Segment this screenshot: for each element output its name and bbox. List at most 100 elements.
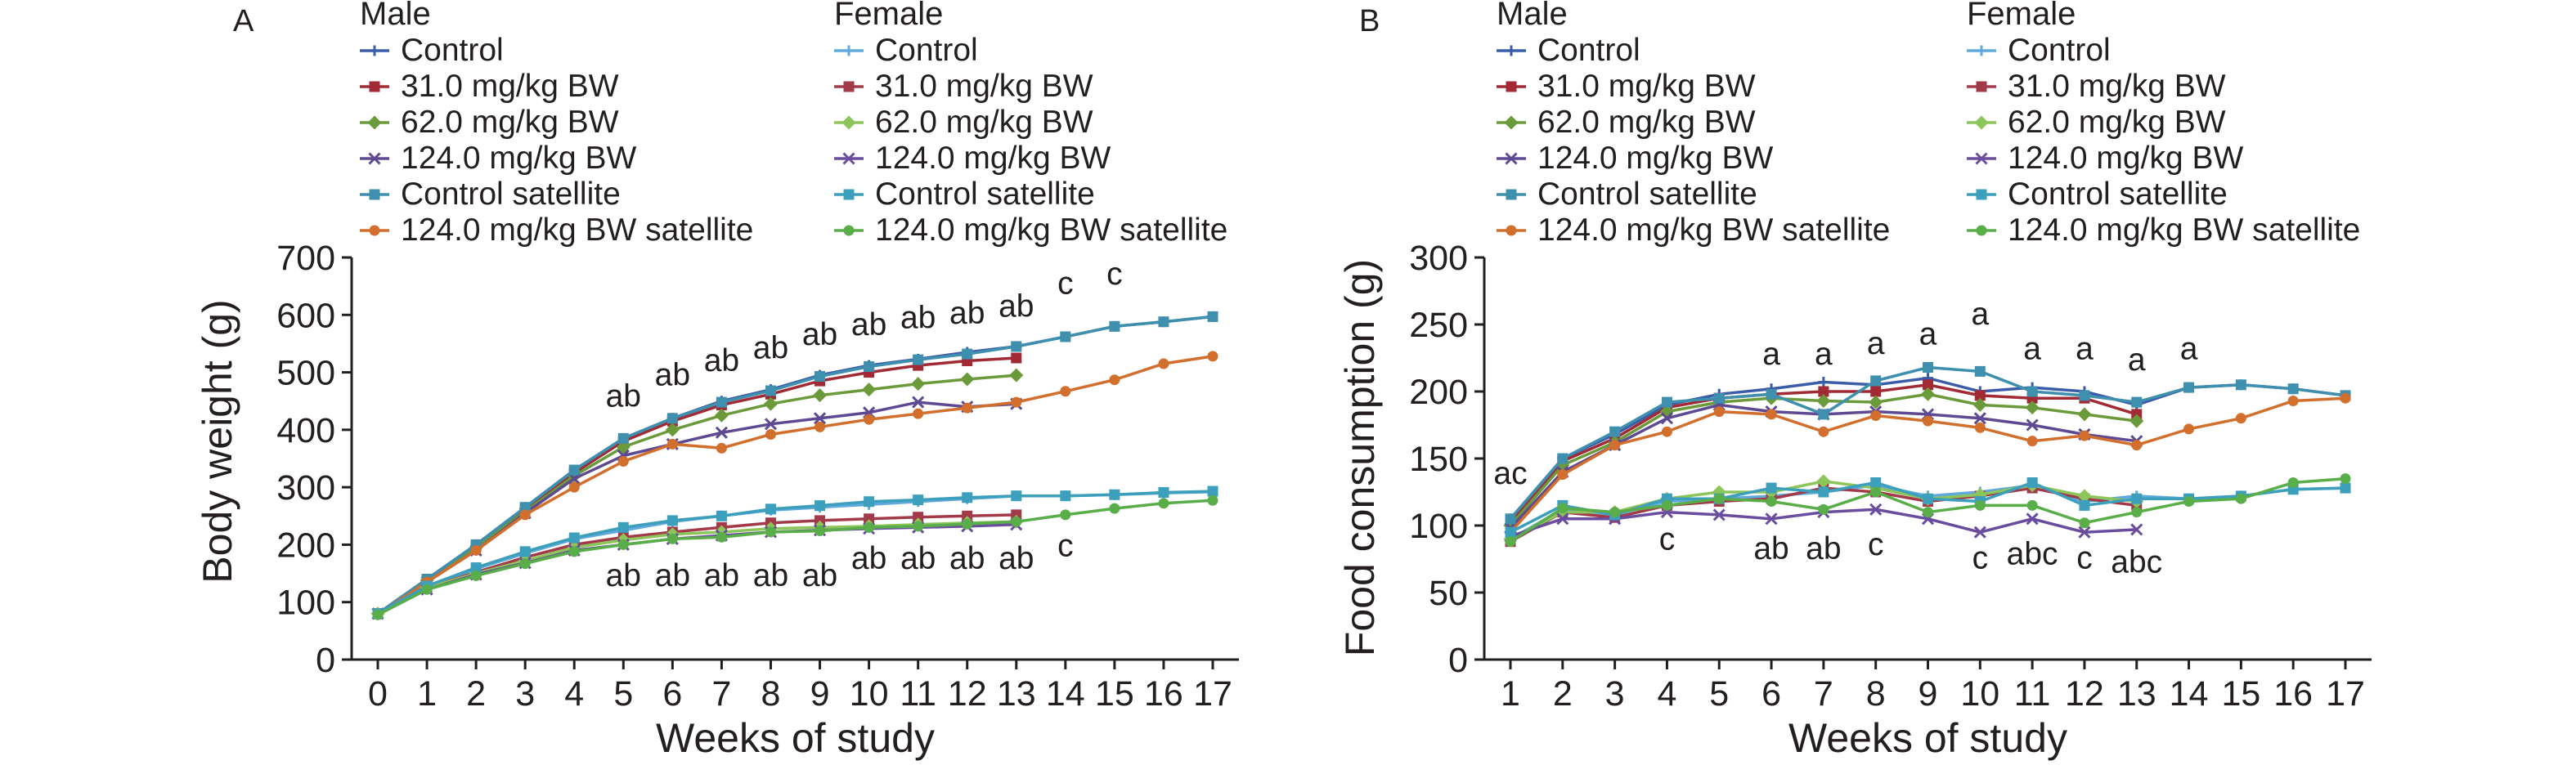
data-point [1557, 453, 1568, 464]
data-point [960, 372, 975, 387]
legend-marker [1506, 225, 1517, 236]
data-point [765, 526, 776, 538]
data-point [913, 521, 924, 532]
y-tick-label: 250 [1409, 306, 1468, 345]
data-point [617, 521, 629, 533]
data-point [1974, 422, 1986, 433]
significance-label: c [1659, 522, 1676, 557]
data-point [1713, 493, 1725, 504]
data-point [912, 396, 925, 409]
y-tick-label: 0 [1448, 641, 1468, 680]
x-tick-label: 16 [2273, 674, 2313, 714]
data-point [1923, 493, 1933, 504]
data-point [470, 570, 482, 581]
data-point [2287, 477, 2299, 489]
legend-entry: 124.0 mg/kg BW [1537, 141, 1773, 176]
data-point [568, 464, 580, 476]
legend-marker [842, 152, 855, 165]
data-point [864, 361, 875, 373]
y-tick-label: 500 [276, 354, 335, 393]
series-male-1 [372, 352, 1022, 620]
data-point [2131, 396, 2143, 408]
data-point [1011, 516, 1022, 527]
data-point [962, 402, 973, 414]
data-point [617, 539, 629, 550]
series-line [377, 513, 1016, 615]
data-point [2079, 517, 2090, 529]
data-point [1109, 503, 1120, 514]
legend-marker [369, 225, 380, 236]
data-point [2079, 430, 2090, 441]
legend-marker [1974, 115, 1989, 130]
x-tick-label: 11 [900, 674, 936, 714]
significance-label: ab [704, 558, 739, 593]
data-point [2131, 493, 2143, 504]
significance-label: c [1106, 257, 1123, 292]
data-point [470, 544, 482, 556]
data-point [1870, 477, 1882, 489]
data-point [913, 512, 924, 523]
data-point [2131, 507, 2143, 518]
legend-group-title: Female [1967, 0, 2076, 32]
data-point [1060, 331, 1071, 342]
x-tick-label: 2 [1553, 674, 1573, 714]
data-point [1870, 375, 1882, 387]
legend-marker [1504, 115, 1519, 130]
legend-marker [843, 81, 855, 92]
legend-entry: 31.0 mg/kg BW [1537, 69, 1756, 104]
legend-entry: 62.0 mg/kg BW [875, 105, 1093, 140]
legend-marker [1505, 152, 1518, 165]
data-point [568, 532, 580, 544]
data-point [1011, 396, 1022, 408]
x-tick-label: 5 [1709, 674, 1729, 714]
x-tick-label: 16 [1144, 674, 1183, 714]
data-point [1661, 426, 1672, 437]
data-point [716, 442, 727, 454]
series-male-4 [372, 311, 1218, 620]
data-point [1923, 415, 1933, 427]
significance-label: ab [606, 558, 641, 593]
data-point [519, 546, 531, 557]
data-point [1713, 406, 1725, 418]
legend-entry: 124.0 mg/kg BW satellite [2008, 213, 2360, 248]
significance-label: c [1057, 528, 1074, 563]
legend-group-title: Male [1497, 0, 1568, 32]
legend-entry: Control satellite [2008, 177, 2228, 212]
y-tick-label: 300 [276, 468, 335, 508]
data-point [765, 428, 776, 440]
significance-label: ab [802, 317, 837, 352]
legend-marker [1976, 225, 1987, 236]
legend-marker [1506, 45, 1517, 56]
data-point [2129, 414, 2144, 428]
y-tick-label: 50 [1429, 574, 1468, 613]
significance-label: ab [655, 358, 690, 393]
data-point [1207, 311, 1218, 322]
series-male-5 [372, 351, 1218, 620]
significance-label: a [1971, 297, 1989, 332]
data-point [1207, 485, 1218, 497]
x-tick-label: 8 [1866, 674, 1886, 714]
data-point [764, 418, 778, 431]
x-tick-label: 0 [368, 674, 388, 714]
x-tick-label: 7 [1814, 674, 1833, 714]
data-point [2077, 489, 2092, 503]
data-point [815, 370, 826, 382]
data-point [1207, 494, 1218, 506]
y-tick-label: 700 [276, 239, 335, 278]
data-point [519, 509, 531, 521]
data-point [1011, 490, 1022, 502]
legend-entry: 124.0 mg/kg BW [875, 141, 1111, 176]
data-point [2131, 440, 2143, 451]
data-point [1818, 377, 1829, 388]
series-line [376, 315, 1214, 615]
data-point [2026, 499, 2038, 511]
data-point [911, 377, 926, 391]
data-point [1009, 368, 1024, 383]
x-axis-label: Weeks of study [1788, 715, 2067, 761]
significance-label: c [1057, 266, 1074, 301]
data-point [1869, 395, 1883, 409]
data-point [2026, 477, 2038, 489]
data-point [1870, 386, 1882, 397]
data-point [1870, 410, 1882, 422]
x-tick-label: 12 [948, 674, 987, 714]
